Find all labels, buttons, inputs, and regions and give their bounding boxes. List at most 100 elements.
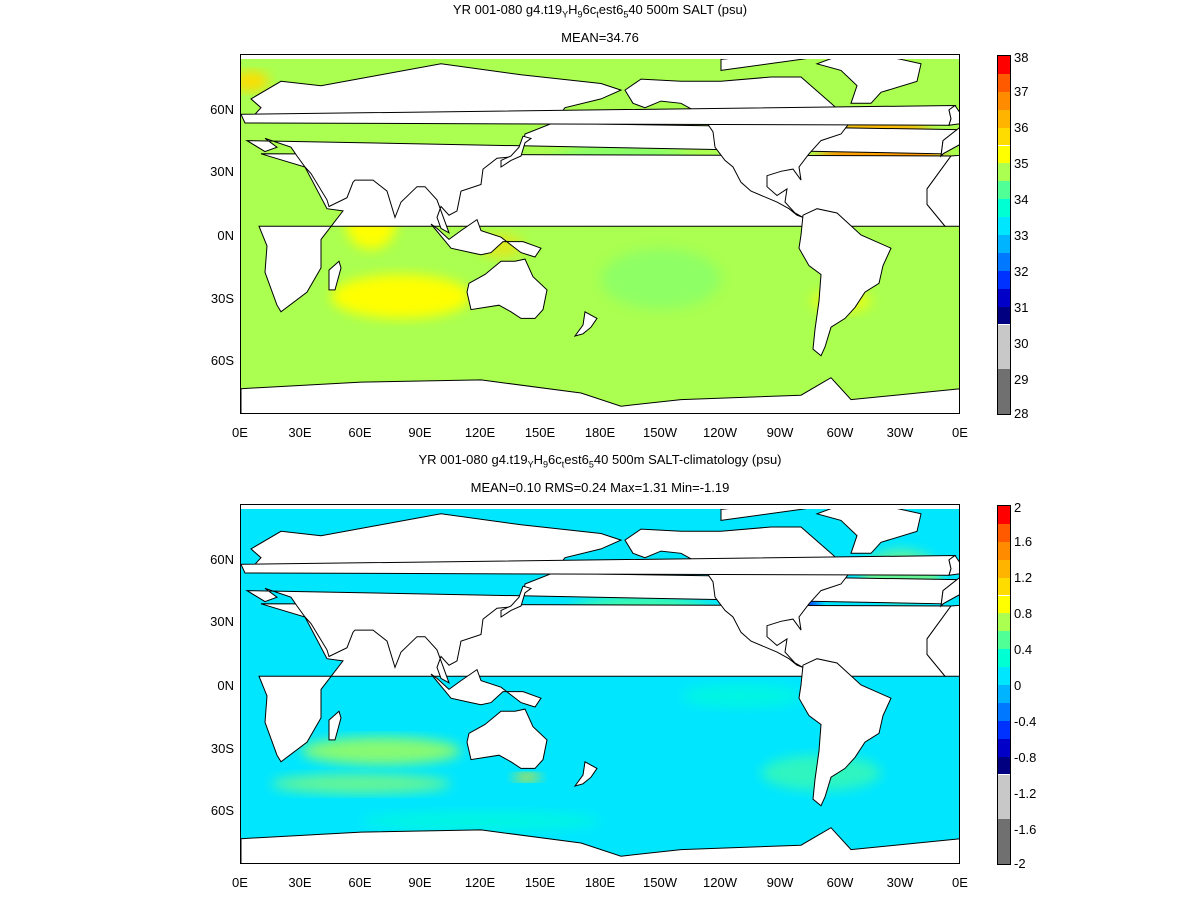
colorbar-segment [998, 595, 1010, 614]
map-plot-area [240, 54, 960, 414]
x-tick-label: 60E [348, 875, 372, 890]
colorbar-tick-label: -0.8 [1014, 750, 1037, 765]
colorbar-segment [998, 613, 1010, 632]
africa-landmass-wrap [926, 154, 959, 227]
new-zealand-landmass [573, 311, 598, 337]
japan-landmass [500, 585, 533, 618]
map-plot-area [240, 504, 960, 864]
colorbar-segment [998, 252, 1010, 271]
x-tick-label: 30W [886, 875, 914, 890]
colorbar-segment [998, 819, 1010, 864]
x-tick-label: 0E [952, 875, 968, 890]
antarctica-landmass [241, 827, 959, 863]
colorbar-segment [998, 235, 1010, 253]
colorbar-tick-label: -0.4 [1014, 714, 1037, 729]
colorbar-tick-label: 1.6 [1014, 534, 1033, 549]
x-tick-label: 150E [524, 875, 556, 890]
madagascar-landmass [328, 260, 342, 291]
x-tick-label: 30W [886, 425, 914, 440]
colorbar-tick-label: 30 [1014, 336, 1029, 351]
eurasia-landmass [245, 513, 959, 684]
x-tick-label: 180E [584, 875, 616, 890]
colorbar-tick-label: 32 [1014, 264, 1029, 279]
colorbar-segment [998, 145, 1010, 164]
colorbar-segment [998, 523, 1010, 542]
x-tick-label: 90W [766, 425, 794, 440]
x-tick-label: 150W [643, 425, 677, 440]
colorbar [997, 55, 1011, 415]
y-tick-label: 60S [210, 353, 234, 368]
colorbar-segment [998, 559, 1010, 578]
y-tick-label: 30N [210, 614, 234, 629]
colorbar-tick-label: 33 [1014, 228, 1029, 243]
ocean-map [241, 55, 959, 413]
y-tick-label: 60S [210, 803, 234, 818]
salinity-anomaly-panel: YR 001-080 g4.t19YH96ctest6540 500m SALT… [0, 450, 1200, 900]
eurasia-landmass [245, 63, 959, 234]
x-tick-label: 120W [703, 425, 737, 440]
salinity-field-patch [241, 71, 269, 92]
greenland-landmass [815, 55, 922, 104]
x-tick-label: 150W [643, 875, 677, 890]
x-tick-label: 30E [288, 875, 312, 890]
antarctica-landmass [241, 377, 959, 413]
colorbar-segment [998, 109, 1010, 128]
x-tick-label: 180E [584, 425, 616, 440]
x-tick-label: 120W [703, 875, 737, 890]
chart-title: YR 001-080 g4.t19YH96ctest6540 500m SALT… [418, 452, 782, 470]
south-america-landmass [798, 208, 892, 357]
salinity-field-patch [271, 773, 451, 794]
australia-landmass [466, 708, 548, 769]
salinity-field-patch [331, 274, 471, 319]
x-tick-label: 90W [766, 875, 794, 890]
colorbar-tick-label: 37 [1014, 84, 1029, 99]
no-data-mask [241, 55, 959, 59]
colorbar-segment [998, 738, 1010, 757]
colorbar-segment [998, 702, 1010, 721]
colorbar-tick-label: 34 [1014, 192, 1029, 207]
y-tick-label: 0N [217, 678, 234, 693]
x-tick-label: 60E [348, 425, 372, 440]
colorbar-segment [998, 56, 1010, 74]
australia-landmass [466, 258, 548, 319]
colorbar-segment [998, 163, 1010, 182]
colorbar-segment [998, 685, 1010, 703]
y-tick-label: 0N [217, 228, 234, 243]
chart-subtitle: MEAN=34.76 [561, 30, 639, 45]
colorbar-tick-label: 2 [1014, 500, 1022, 515]
ocean-map [241, 505, 959, 863]
colorbar-segment [998, 369, 1010, 414]
colorbar-segment [998, 324, 1010, 370]
colorbar-tick-label: 31 [1014, 300, 1029, 315]
colorbar-tick-label: -1.6 [1014, 822, 1037, 837]
x-tick-label: 60W [826, 425, 854, 440]
colorbar-segment [998, 756, 1010, 775]
colorbar-segment [998, 577, 1010, 596]
x-tick-label: 30E [288, 425, 312, 440]
colorbar-segment [998, 288, 1010, 307]
colorbar-segment [998, 774, 1010, 820]
x-tick-label: 0E [232, 875, 248, 890]
colorbar-segment [998, 199, 1010, 218]
y-tick-label: 60N [210, 102, 234, 117]
salinity-panel: YR 001-080 g4.t19YH96ctest6540 500m SALT… [210, 2, 1029, 440]
greenland-landmass [815, 505, 922, 554]
british-isles-landmass-wrap [948, 554, 959, 576]
colorbar-segment [998, 306, 1010, 325]
colorbar-tick-label: -1.2 [1014, 786, 1037, 801]
salinity-field-patch [301, 736, 461, 765]
colorbar-segment [998, 91, 1010, 110]
colorbar-segment [998, 541, 1010, 560]
salinity-field-patch [601, 248, 721, 309]
madagascar-landmass [328, 710, 342, 741]
x-tick-label: 90E [408, 875, 432, 890]
colorbar-segment [998, 506, 1010, 524]
colorbar-tick-label: 0.4 [1014, 642, 1033, 657]
colorbar-tick-label: 1.2 [1014, 570, 1033, 585]
indonesia-landmass [430, 218, 542, 258]
colorbar-segment [998, 649, 1010, 668]
south-america-landmass [798, 658, 892, 807]
y-tick-label: 30S [210, 741, 234, 756]
chart-subtitle: MEAN=0.10 RMS=0.24 Max=1.31 Min=-1.19 [470, 480, 730, 495]
british-isles-landmass-wrap [948, 104, 959, 126]
